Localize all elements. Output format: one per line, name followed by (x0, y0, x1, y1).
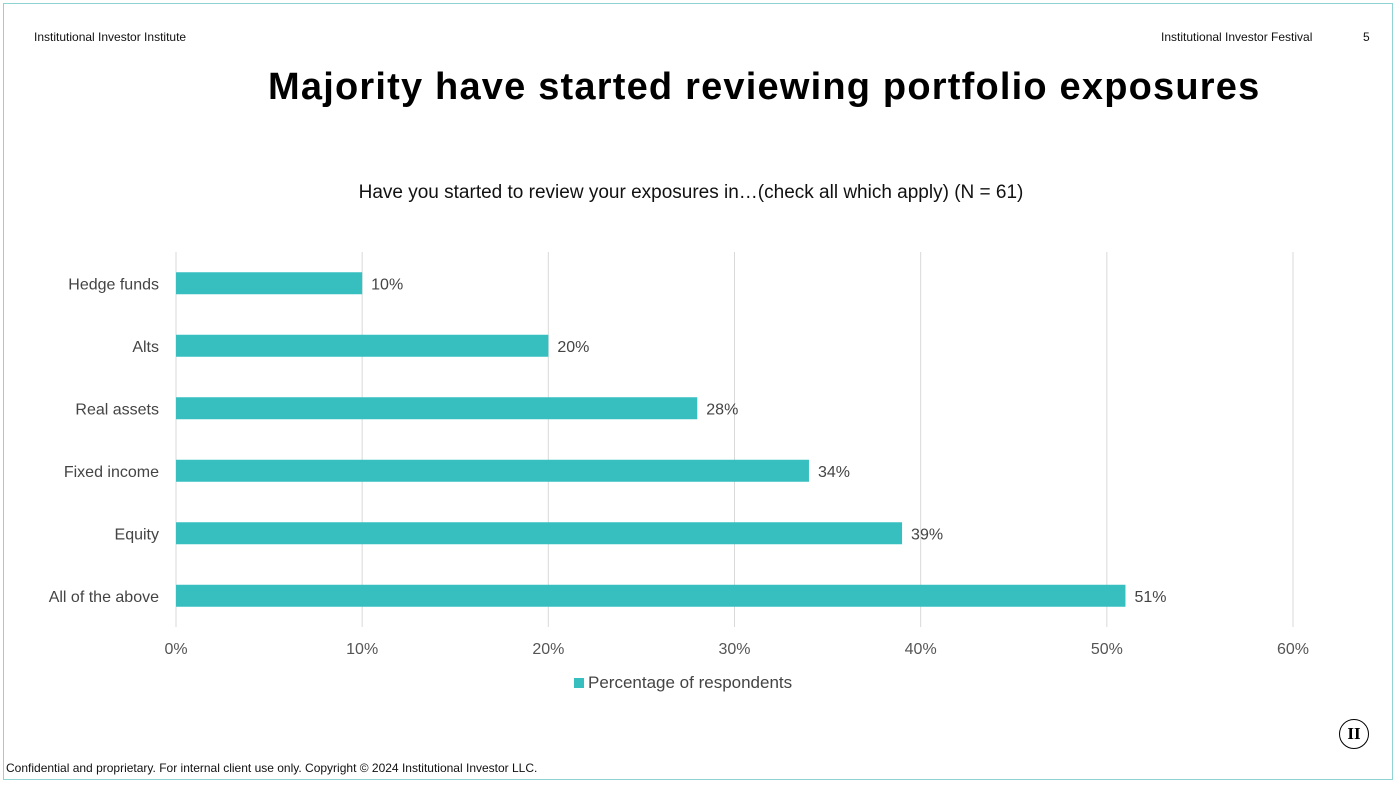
footer-disclaimer: Confidential and proprietary. For intern… (6, 761, 538, 775)
chart-legend: Percentage of respondents (574, 673, 792, 693)
category-label: Alts (132, 339, 159, 356)
chart-title: Have you started to review your exposure… (358, 182, 1024, 203)
x-tick-label: 50% (1091, 641, 1123, 658)
category-label: Hedge funds (68, 276, 159, 293)
x-tick-label: 40% (905, 641, 937, 658)
data-label: 51% (1134, 589, 1166, 606)
bar (176, 584, 1126, 607)
category-label: Fixed income (64, 464, 159, 481)
header-organization: Institutional Investor Institute (34, 30, 187, 44)
bar (176, 272, 363, 295)
data-label: 34% (818, 464, 850, 481)
x-tick-label: 30% (718, 641, 750, 658)
bar (176, 522, 903, 545)
data-label: 20% (557, 339, 589, 356)
x-tick-label: 60% (1277, 641, 1309, 658)
bar (176, 397, 698, 420)
x-tick-label: 10% (346, 641, 378, 658)
category-label: Equity (115, 526, 159, 543)
category-label: All of the above (49, 589, 159, 606)
category-label: Real assets (75, 401, 159, 418)
data-label: 39% (911, 526, 943, 543)
bar (176, 334, 549, 357)
slide-frame (3, 3, 1393, 780)
x-tick-label: 20% (532, 641, 564, 658)
data-label: 28% (706, 401, 738, 418)
page-number: 5 (1363, 30, 1370, 44)
company-logo: II (1339, 719, 1369, 749)
slide-title: Majority have started reviewing portfoli… (268, 66, 1261, 108)
legend-swatch (574, 678, 584, 688)
data-label: 10% (371, 276, 403, 293)
logo-text: II (1347, 724, 1361, 743)
header-event: Institutional Investor Festival (1161, 30, 1313, 44)
bar (176, 459, 809, 482)
x-tick-label: 0% (164, 641, 187, 658)
legend-label: Percentage of respondents (588, 673, 793, 692)
